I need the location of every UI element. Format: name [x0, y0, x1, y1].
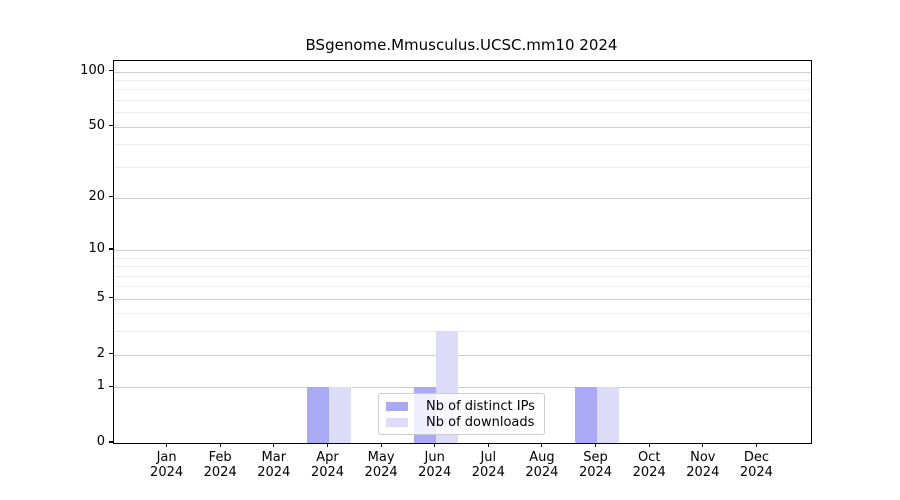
- x-tick-mark: [487, 443, 489, 447]
- x-tick-label-mar: Mar 2024: [257, 450, 291, 480]
- x-tick-mark: [326, 443, 329, 447]
- x-tick-mark: [648, 443, 650, 447]
- x-tick-mark: [219, 443, 221, 447]
- y-tick-label: 2: [96, 345, 105, 361]
- major-gridline: [114, 387, 811, 389]
- y-tick-mark: [108, 297, 113, 299]
- y-tick-mark: [108, 196, 113, 198]
- minor-gridline: [114, 331, 811, 333]
- minor-gridline: [114, 286, 811, 288]
- minor-gridline: [114, 166, 811, 168]
- legend-swatch-downloads: [386, 417, 408, 427]
- x-tick-label-jul: Jul 2024: [471, 450, 505, 480]
- y-tick-label: 0: [96, 434, 105, 449]
- bar-downloads-apr: [328, 387, 351, 443]
- x-tick-label-sep: Sep 2024: [578, 450, 613, 480]
- y-tick-mark: [108, 441, 113, 443]
- y-tick-mark: [108, 353, 113, 355]
- x-tick-label-nov: Nov 2024: [686, 450, 720, 480]
- y-tick-label: 50: [88, 117, 105, 133]
- minor-gridline: [114, 275, 811, 277]
- x-tick-mark: [273, 443, 275, 447]
- y-tick-label: 20: [88, 188, 105, 204]
- plot-area: [113, 60, 812, 444]
- x-tick-mark: [434, 443, 436, 447]
- x-tick-mark: [166, 443, 168, 447]
- major-gridline: [114, 250, 811, 251]
- bar-distinct-ips-apr: [306, 387, 329, 443]
- minor-gridline: [114, 266, 811, 268]
- legend-label-distinct-ips: Nb of distinct IPs: [426, 398, 535, 414]
- x-tick-mark: [755, 443, 757, 447]
- major-gridline: [114, 126, 811, 128]
- x-tick-mark: [702, 443, 704, 447]
- x-tick-mark: [541, 443, 543, 447]
- legend-label-downloads: Nb of downloads: [426, 414, 535, 430]
- x-tick-label-aug: Aug 2024: [525, 450, 559, 480]
- chart-title: BSgenome.Mmusculus.UCSC.mm10 2024: [305, 36, 618, 54]
- y-tick-label: 5: [96, 289, 105, 305]
- y-tick-label: 1: [96, 378, 105, 394]
- minor-gridline: [114, 79, 811, 81]
- legend-item-downloads: Nb of downloads: [386, 414, 537, 430]
- major-gridline: [114, 197, 811, 199]
- minor-gridline: [114, 89, 811, 91]
- bar-downloads-sep: [596, 387, 619, 443]
- x-tick-label-dec: Dec 2024: [739, 450, 773, 480]
- x-tick-label-oct: Oct 2024: [632, 450, 666, 480]
- major-gridline: [114, 298, 811, 300]
- minor-gridline: [114, 257, 811, 259]
- y-tick-mark: [108, 69, 113, 72]
- y-tick-mark: [108, 248, 113, 250]
- y-tick-mark: [108, 124, 113, 127]
- y-tick-mark: [108, 385, 113, 387]
- major-gridline: [114, 354, 811, 356]
- major-gridline: [114, 71, 811, 73]
- y-tick-label: 10: [88, 241, 105, 256]
- x-tick-label-feb: Feb 2024: [203, 450, 237, 480]
- minor-gridline: [114, 144, 811, 145]
- x-tick-mark: [594, 443, 597, 447]
- legend-swatch-distinct-ips: [386, 401, 408, 411]
- bar-distinct-ips-sep: [574, 387, 597, 443]
- x-tick-label-may: May 2024: [364, 450, 398, 480]
- y-tick-label: 100: [80, 62, 105, 78]
- minor-gridline: [114, 313, 811, 315]
- x-tick-mark: [380, 443, 382, 447]
- x-tick-label-apr: Apr 2024: [310, 450, 345, 480]
- minor-gridline: [114, 112, 811, 113]
- minor-gridline: [114, 99, 811, 101]
- x-tick-label-jun: Jun 2024: [418, 450, 452, 480]
- legend: Nb of distinct IPs Nb of downloads: [378, 393, 545, 435]
- x-tick-label-jan: Jan 2024: [150, 450, 184, 480]
- legend-item-distinct-ips: Nb of distinct IPs: [386, 398, 537, 414]
